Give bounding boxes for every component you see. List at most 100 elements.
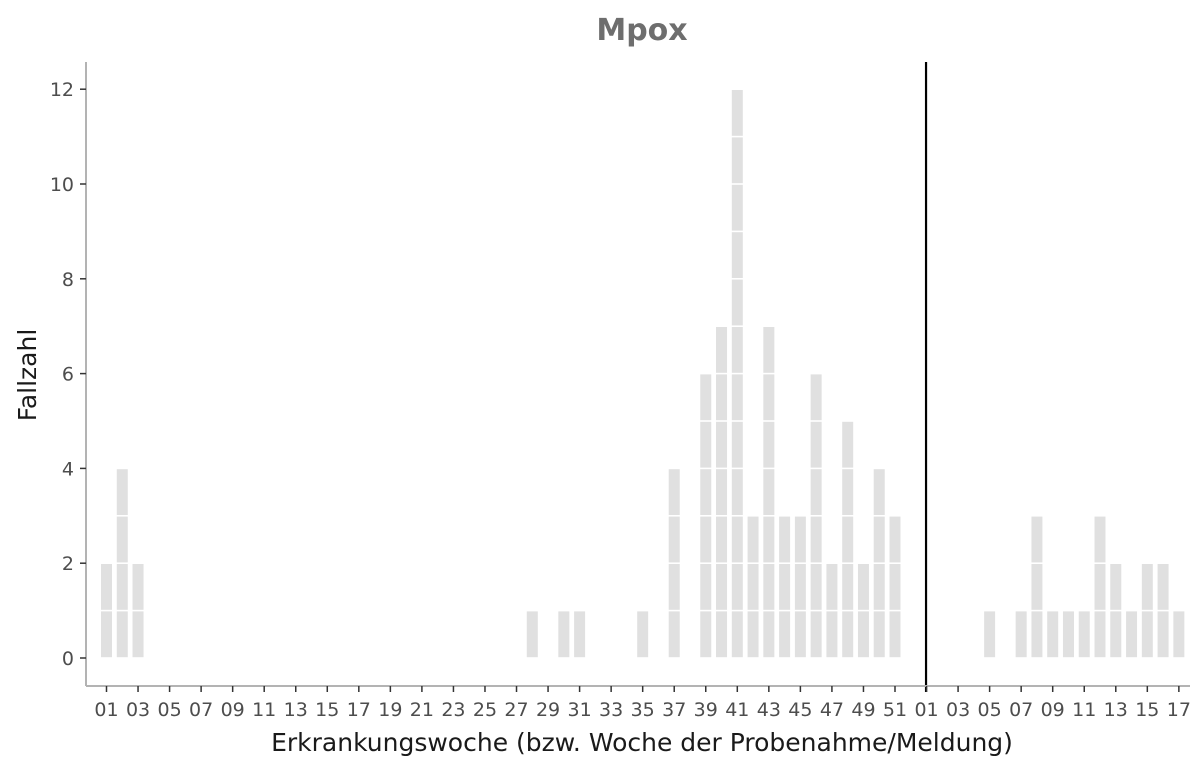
bar-block: [668, 516, 680, 563]
x-tick-label: 35: [631, 699, 655, 721]
x-tick-label: 29: [536, 699, 560, 721]
bar-block: [731, 279, 743, 326]
x-tick-label: 23: [441, 699, 465, 721]
bar-block: [1110, 611, 1122, 658]
bar-block: [716, 469, 728, 515]
bar-block: [747, 611, 759, 658]
bar-block: [1141, 611, 1153, 658]
bar-block: [668, 564, 680, 610]
x-tick-label: 25: [473, 699, 497, 721]
bar-block: [779, 516, 791, 563]
bar-block: [779, 611, 791, 658]
bar-block: [558, 611, 570, 658]
bar-block: [1157, 564, 1169, 610]
bar-block: [116, 469, 128, 515]
x-tick-label: 21: [410, 699, 434, 721]
bar-block: [731, 327, 743, 373]
bar-block: [763, 469, 775, 515]
y-tick-label: 8: [62, 269, 74, 291]
bar-block: [842, 469, 854, 515]
bar-block: [1110, 564, 1122, 610]
bar-block: [794, 564, 806, 610]
bar-block: [747, 516, 759, 563]
bar-block: [716, 374, 728, 421]
bar-block: [731, 421, 743, 468]
x-tick-label: 07: [1009, 699, 1033, 721]
bar-block: [810, 611, 822, 658]
y-tick-label: 10: [50, 174, 74, 196]
bar-block: [101, 564, 112, 610]
bar-block: [731, 90, 743, 136]
x-tick-label: 03: [946, 699, 970, 721]
bar-block: [794, 516, 806, 563]
bar-block: [731, 184, 743, 231]
y-tick-label: 12: [50, 79, 74, 101]
bar-block: [826, 611, 838, 658]
bar-block: [700, 516, 712, 563]
x-tick-label: 41: [725, 699, 749, 721]
x-tick-label: 43: [757, 699, 781, 721]
bar-block: [731, 374, 743, 421]
bar-block: [574, 611, 586, 658]
bar-block: [842, 516, 854, 563]
bar-block: [700, 421, 712, 468]
x-tick-label: 07: [189, 699, 213, 721]
y-tick-label: 6: [62, 364, 74, 386]
bar-block: [889, 611, 901, 658]
bar-block: [794, 611, 806, 658]
bar-block: [731, 516, 743, 563]
bar-block: [1031, 564, 1043, 610]
bar-block: [857, 564, 869, 610]
bar-block: [1157, 611, 1169, 658]
bar-block: [1094, 611, 1106, 658]
bar-block: [842, 564, 854, 610]
y-axis-label: Fallzahl: [13, 329, 42, 422]
bar-block: [731, 564, 743, 610]
bars-layer: [101, 62, 1185, 692]
bar-block: [132, 611, 144, 658]
x-axis-label: Erkrankungswoche (bzw. Woche der Probena…: [271, 728, 1013, 757]
bar-block: [810, 516, 822, 563]
bar-block: [700, 564, 712, 610]
bar-block: [763, 327, 775, 373]
x-tick-label: 09: [221, 699, 245, 721]
bar-block: [747, 564, 759, 610]
x-tick-label: 15: [315, 699, 339, 721]
bar-block: [810, 421, 822, 468]
y-tick-label: 4: [62, 458, 74, 480]
bar-block: [731, 469, 743, 515]
x-tick-label: 01: [94, 699, 118, 721]
x-tick-label: 05: [157, 699, 181, 721]
y-tick-label: 0: [62, 648, 74, 670]
bar-block: [1015, 611, 1027, 658]
bar-block: [873, 469, 885, 515]
bar-block: [637, 611, 649, 658]
bar-block: [101, 611, 112, 658]
bar-block: [889, 564, 901, 610]
x-tick-label: 15: [1135, 699, 1159, 721]
bar-block: [857, 611, 869, 658]
bar-block: [116, 564, 128, 610]
bar-block: [716, 516, 728, 563]
bar-block: [810, 564, 822, 610]
bar-block: [810, 374, 822, 421]
bar-block: [700, 469, 712, 515]
bar-block: [1031, 516, 1043, 563]
bar-block: [1062, 611, 1074, 658]
axes-layer: 0 2 4 6 8 10 12 01 03 05 07 09 11 13 15 17 19 21 23 25 27 29 3…: [50, 62, 1191, 721]
bar-block: [716, 564, 728, 610]
bar-block: [668, 469, 680, 515]
bar-block: [716, 421, 728, 468]
x-tick-label: 05: [978, 699, 1002, 721]
bar-block: [116, 611, 128, 658]
x-tick-label: 47: [820, 699, 844, 721]
bar-block: [763, 611, 775, 658]
x-tick-label: 09: [1041, 699, 1065, 721]
x-tick-label: 11: [252, 699, 276, 721]
bar-block: [1094, 564, 1106, 610]
bar-block: [984, 611, 996, 658]
bar-block: [779, 564, 791, 610]
x-tick-label: 37: [662, 699, 686, 721]
x-tick-label: 45: [788, 699, 812, 721]
